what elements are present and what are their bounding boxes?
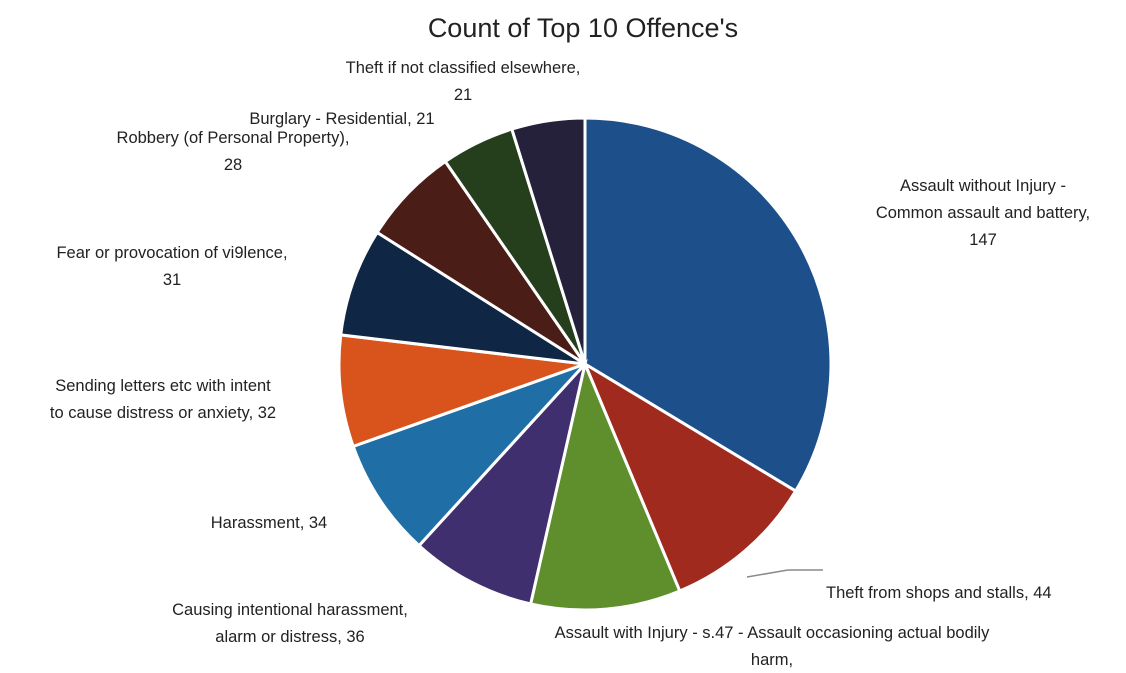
pie-slices — [337, 116, 833, 612]
slice-label-harassment: Harassment, 34 — [211, 514, 327, 532]
pie-slice-sending-letters-etc-with-intent-to-cause-distress-or-anxiety — [337, 333, 586, 449]
slice-label-theft-if-not-classified-elsewhere: Theft if not classified elsewhere, 21 — [346, 59, 581, 104]
slice-label-robbery-of-personal-property: Robbery (of Personal Property), 28 — [117, 129, 350, 174]
pie-slice-causing-intentional-harassment-alarm-or-distress — [416, 358, 588, 606]
pie-slice-assault-with-injury-s-47-assault-occasioning-actual-bodily-harm — [528, 359, 682, 612]
slice-label-fear-or-provocation-of-vi9lence: Fear or provocation of vi9lence, 31 — [56, 244, 287, 289]
slice-labels: Assault without Injury -Common assault a… — [50, 59, 1090, 669]
pie-slice-theft-if-not-classified-elsewhere — [509, 116, 587, 365]
leader-lines — [746, 569, 823, 578]
pie-slice-theft-from-shops-and-stalls — [581, 360, 798, 593]
pie-slice-harassment — [351, 362, 587, 548]
pie-slice-assault-without-injury-common-assault-and-battery — [583, 116, 833, 494]
slice-label-sending-letters-etc-with-intent-to-cause-distress-or-anxiety: Sending letters etc with intent to cause … — [50, 377, 276, 422]
pie-slice-fear-or-provocation-of-vi9lence — [339, 230, 586, 366]
slice-label-causing-intentional-harassment-alarm-or-distress: Causing intentional harassment, alarm or … — [172, 601, 408, 646]
slice-label-burglary-residential: Burglary - Residential, 21 — [249, 110, 434, 128]
chart-title: Count of Top 10 Offence's — [428, 13, 738, 43]
slice-label-assault-with-injury-s-47-assault-occasioning-actual-bodily-harm: Assault with Injury - s.47 - Assault occ… — [555, 624, 990, 669]
slice-label-assault-without-injury-common-assault-and-battery: Assault without Injury -Common assault a… — [876, 177, 1090, 249]
leader-line-theft-from-shops-and-stalls — [746, 569, 823, 578]
slice-label-theft-from-shops-and-stalls: Theft from shops and stalls, 44 — [826, 584, 1052, 602]
